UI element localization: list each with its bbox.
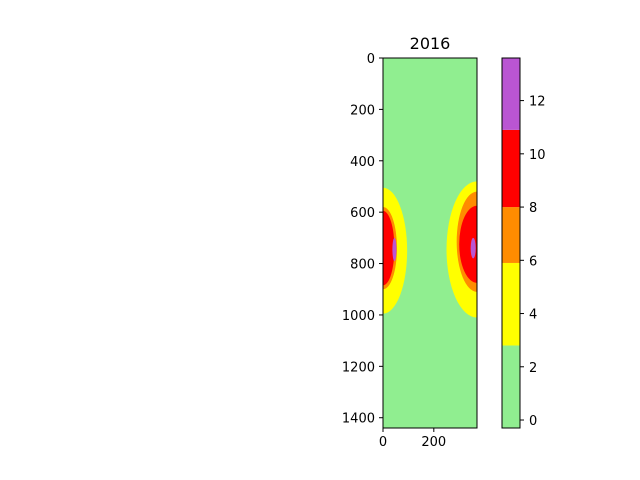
heatmap-area	[383, 58, 477, 428]
colorbar-segment	[502, 58, 520, 130]
y-tick-label: 200	[350, 103, 375, 118]
y-tick-label: 0	[367, 52, 375, 67]
x-tick-label: 0	[379, 435, 387, 450]
colorbar: 0 2 4 6 8 10 12	[501, 57, 546, 429]
colorbar-tick-label: 2	[529, 361, 537, 376]
colorbar-segment	[502, 262, 520, 346]
colorbar-tick-label: 6	[529, 254, 537, 269]
y-tick-label: 1400	[342, 412, 375, 427]
chart-title: 2016	[410, 34, 451, 53]
y-tick-label: 800	[350, 258, 375, 273]
y-tick-label: 1000	[342, 309, 375, 324]
y-tick-label: 400	[350, 155, 375, 170]
colorbar-segment	[502, 207, 520, 263]
plot-frame	[382, 57, 478, 429]
y-tick-label: 1200	[342, 360, 375, 375]
colorbar-frame	[501, 57, 521, 429]
heatmap-region-left-red	[383, 210, 395, 286]
colorbar-tick-label: 12	[529, 95, 546, 110]
colorbar-tick-label: 8	[529, 201, 537, 216]
colorbar-tick-label: 0	[529, 414, 537, 429]
colorbar-tick-label: 4	[529, 308, 537, 323]
heatmap-region-left-purple	[392, 237, 397, 261]
x-tick-label: 200	[421, 435, 446, 450]
heatmap-region-right-purple	[470, 237, 476, 259]
colorbar-tick-label: 10	[529, 148, 546, 163]
y-tick-label: 600	[350, 206, 375, 221]
colorbar-segment	[502, 129, 520, 208]
heatmap-region-right-red	[459, 205, 477, 283]
heatmap-axes: 0 200 400 600 800 1000 1200 1400 0 200	[342, 52, 478, 450]
colorbar-segment	[502, 345, 520, 428]
